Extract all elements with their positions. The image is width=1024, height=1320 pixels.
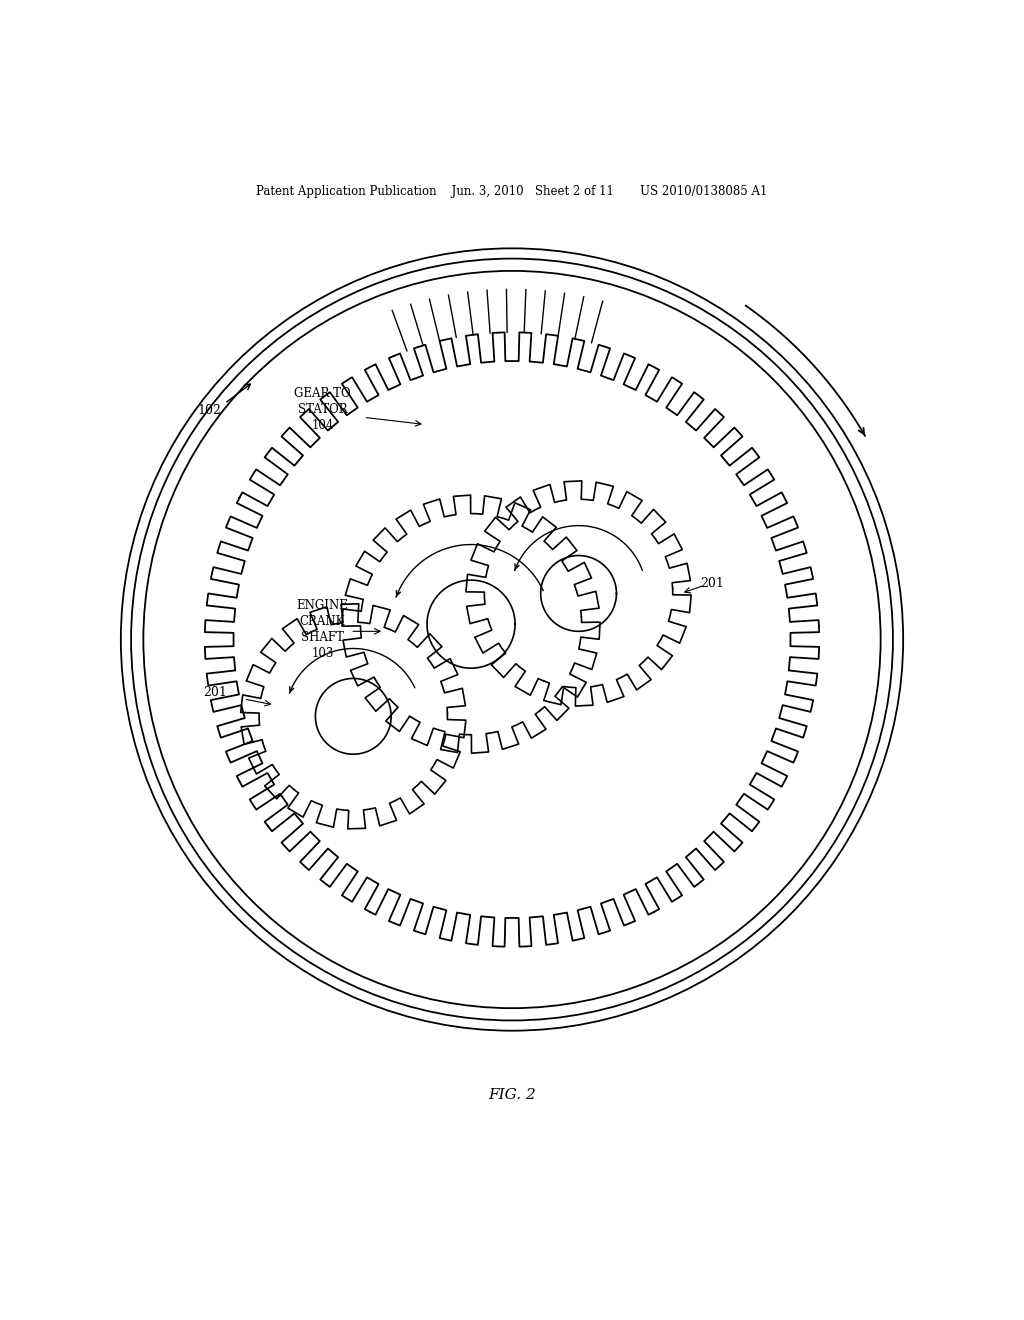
Text: Patent Application Publication    Jun. 3, 2010   Sheet 2 of 11       US 2010/013: Patent Application Publication Jun. 3, 2… [256, 185, 768, 198]
Text: 201: 201 [699, 577, 724, 590]
Text: GEAR TO
STATOR
104: GEAR TO STATOR 104 [294, 387, 351, 432]
Text: FIG. 2: FIG. 2 [488, 1088, 536, 1102]
Text: ENGINE
CRANK
SHAFT
103: ENGINE CRANK SHAFT 103 [297, 599, 348, 660]
Text: 201: 201 [203, 686, 227, 700]
Text: 102: 102 [198, 404, 221, 417]
